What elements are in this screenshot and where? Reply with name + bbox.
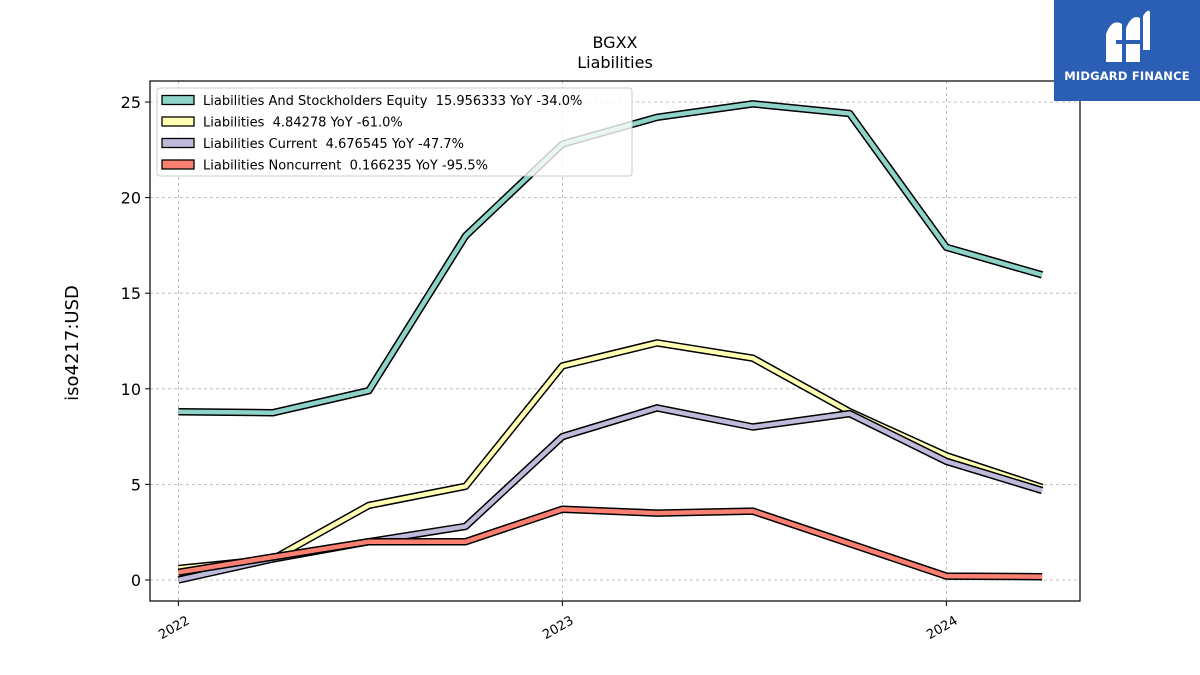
- logo-text: MIDGARD FINANCE: [1064, 69, 1190, 83]
- series-line-1: [178, 340, 1043, 571]
- logo-mark-icon: [1106, 10, 1150, 62]
- x-tick-label: 2022: [156, 613, 192, 643]
- legend: Liabilities And Stockholders Equity 15.9…: [156, 87, 633, 177]
- y-axis-label: iso4217:USD: [62, 285, 83, 401]
- y-tick-label: 15: [121, 284, 141, 303]
- midgard-finance-logo: MIDGARD FINANCE: [1054, 0, 1200, 101]
- legend-entry-label: Liabilities And Stockholders Equity 15.9…: [203, 94, 582, 109]
- series-line-outline-1: [178, 339, 1044, 573]
- chart-title: BGXX: [592, 33, 637, 52]
- y-tick-label: 10: [121, 380, 141, 399]
- plot-area-frame: [149, 80, 1081, 602]
- legend-swatch: [161, 137, 195, 149]
- legend-entry-label: Liabilities 4.84278 YoY -61.0%: [203, 116, 403, 131]
- x-tick-label: 2023: [540, 613, 576, 643]
- y-tick-label: 20: [121, 189, 141, 208]
- x-tick-label: 2024: [924, 613, 960, 643]
- y-tick-label: 25: [121, 93, 141, 112]
- legend-entry-label: Liabilities Current 4.676545 YoY -47.7%: [203, 137, 464, 152]
- y-tick-label: 0: [131, 571, 141, 590]
- legend-swatch: [161, 94, 195, 106]
- legend-box: [156, 87, 633, 177]
- legend-entry-label: Liabilities Noncurrent 0.166235 YoY -95.…: [203, 159, 488, 174]
- y-tick-label: 5: [131, 475, 141, 494]
- legend-swatch: [161, 159, 195, 170]
- chart-subtitle: Liabilities: [577, 53, 653, 72]
- series-line-3: [178, 506, 1043, 579]
- legend-swatch: [161, 116, 195, 127]
